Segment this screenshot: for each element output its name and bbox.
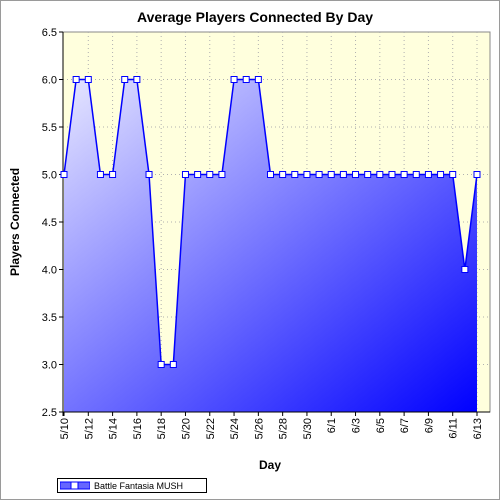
y-tick-label: 5.5	[42, 122, 57, 134]
data-point	[449, 171, 457, 178]
y-tick-label: 4.0	[42, 265, 57, 277]
x-tick-label: 6/1	[326, 418, 338, 433]
data-point	[109, 171, 117, 178]
data-point	[388, 171, 396, 178]
data-point	[291, 171, 299, 178]
data-point	[169, 361, 177, 368]
x-tick-label: 5/10	[59, 418, 71, 439]
y-tick-labels: 2.5 3.0 3.5 4.0 4.5 5.0 5.5 6.0 6.5	[42, 27, 57, 419]
data-point	[157, 361, 165, 368]
data-point	[267, 171, 274, 178]
data-point	[364, 171, 372, 178]
y-tick-label: 3.0	[42, 360, 57, 372]
data-point	[461, 266, 469, 273]
data-point	[218, 171, 226, 178]
x-tick-label: 6/9	[423, 418, 435, 433]
data-point	[437, 171, 445, 178]
y-tick-label: 6.0	[42, 75, 57, 87]
data-point	[400, 171, 408, 178]
x-axis-title: Day	[259, 458, 281, 472]
area-fill	[64, 79, 477, 412]
data-point	[473, 171, 481, 178]
data-point	[254, 76, 262, 83]
data-point	[424, 171, 432, 178]
data-point	[181, 171, 189, 178]
legend-label: Battle Fantasia MUSH	[94, 480, 184, 491]
data-point	[242, 76, 250, 83]
x-tick-label: 6/7	[399, 418, 411, 433]
x-tick-label: 5/24	[229, 418, 241, 439]
x-tick-label: 5/30	[302, 418, 314, 439]
x-tick-label: 5/12	[83, 418, 95, 439]
y-axis-title: Players Connected	[8, 168, 22, 276]
y-tick-label: 4.5	[42, 217, 57, 229]
data-point	[279, 171, 287, 178]
data-point	[60, 171, 68, 178]
y-tick-label: 3.5	[42, 312, 57, 324]
x-tick-label: 5/28	[278, 418, 290, 439]
x-tick-label: 5/22	[205, 418, 217, 439]
data-point	[230, 76, 238, 83]
x-tick-label: 6/11	[448, 418, 460, 439]
data-point	[121, 76, 129, 83]
data-point	[145, 171, 153, 178]
data-point	[315, 171, 323, 178]
legend-swatch-marker	[70, 481, 79, 490]
data-point	[412, 171, 420, 178]
data-point	[327, 171, 335, 178]
legend-swatch	[60, 481, 90, 490]
x-tick-label: 5/14	[108, 418, 120, 439]
x-tick-label: 6/5	[375, 418, 387, 433]
x-tick-label: 6/3	[351, 418, 363, 433]
axes	[59, 31, 490, 416]
data-point	[194, 171, 202, 178]
data-point	[84, 76, 92, 83]
x-tick-label: 6/13	[472, 418, 484, 439]
x-tick-label: 5/20	[180, 418, 192, 439]
data-point	[352, 171, 360, 178]
x-tick-label: 5/18	[156, 418, 168, 439]
data-point	[376, 171, 384, 178]
data-point	[72, 76, 80, 83]
chart-title: Average Players Connected By Day	[137, 9, 373, 25]
x-tick-labels: 5/10 5/12 5/14 5/16 5/18 5/20 5/22 5/24 5/26 5/28…	[59, 418, 484, 439]
y-tick-label: 5.0	[42, 170, 57, 182]
data-point	[133, 76, 141, 83]
x-tick-label: 5/16	[132, 418, 144, 439]
y-tick-label: 2.5	[42, 407, 57, 419]
x-tick-label: 5/26	[253, 418, 265, 439]
data-point	[96, 171, 104, 178]
data-point	[303, 171, 311, 178]
data-point	[206, 171, 214, 178]
y-tick-label: 6.5	[42, 27, 57, 39]
data-point	[339, 171, 347, 178]
data-markers	[60, 76, 481, 368]
legend: Battle Fantasia MUSH	[57, 478, 207, 493]
